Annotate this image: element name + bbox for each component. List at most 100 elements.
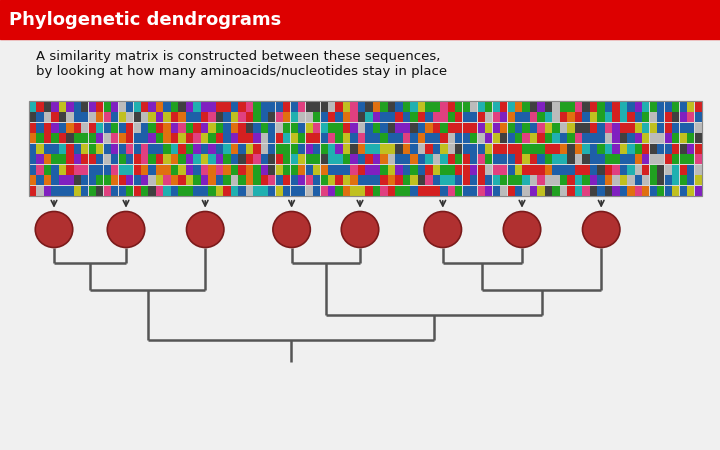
Bar xyxy=(119,112,126,122)
Bar xyxy=(492,112,500,122)
Bar xyxy=(171,112,179,122)
Bar xyxy=(223,144,230,154)
Bar xyxy=(201,186,208,196)
Bar xyxy=(388,154,395,164)
Bar xyxy=(163,186,171,196)
Bar xyxy=(657,175,665,185)
Bar xyxy=(680,123,687,133)
Bar xyxy=(223,154,230,164)
Bar xyxy=(612,144,620,154)
Bar xyxy=(455,144,462,154)
Bar xyxy=(373,102,380,112)
Bar xyxy=(388,102,395,112)
Bar xyxy=(51,102,58,112)
Bar xyxy=(336,154,343,164)
Bar xyxy=(440,154,448,164)
Bar xyxy=(298,123,305,133)
Bar xyxy=(695,102,702,112)
Bar xyxy=(463,123,470,133)
Bar xyxy=(298,186,305,196)
Bar xyxy=(649,165,657,175)
Bar xyxy=(508,154,515,164)
Bar xyxy=(216,154,223,164)
Bar xyxy=(291,123,298,133)
Bar xyxy=(627,112,634,122)
Bar xyxy=(433,186,440,196)
Bar xyxy=(66,133,73,143)
Bar xyxy=(246,175,253,185)
Bar xyxy=(373,112,380,122)
Bar xyxy=(395,154,402,164)
Bar xyxy=(51,112,58,122)
Bar xyxy=(440,175,448,185)
Bar xyxy=(463,102,470,112)
Bar xyxy=(320,133,328,143)
Bar xyxy=(111,186,118,196)
Bar xyxy=(126,144,133,154)
Bar xyxy=(455,133,462,143)
Bar xyxy=(380,112,387,122)
Bar xyxy=(395,165,402,175)
Bar xyxy=(590,133,597,143)
Bar xyxy=(141,133,148,143)
Bar xyxy=(320,165,328,175)
Bar xyxy=(470,186,477,196)
Bar xyxy=(81,102,89,112)
Bar xyxy=(253,102,261,112)
Bar xyxy=(365,144,373,154)
Bar xyxy=(402,112,410,122)
Bar xyxy=(500,133,508,143)
Bar xyxy=(598,144,605,154)
Bar xyxy=(500,102,508,112)
Bar xyxy=(665,144,672,154)
Bar xyxy=(230,154,238,164)
Bar xyxy=(73,144,81,154)
Bar xyxy=(672,112,680,122)
Bar xyxy=(426,123,433,133)
Bar xyxy=(171,102,179,112)
Bar xyxy=(141,112,148,122)
Bar xyxy=(642,165,649,175)
Bar xyxy=(567,175,575,185)
Bar xyxy=(104,112,111,122)
Bar xyxy=(313,123,320,133)
Bar xyxy=(81,186,89,196)
Bar xyxy=(126,123,133,133)
Bar xyxy=(575,102,582,112)
Bar xyxy=(171,123,179,133)
Bar xyxy=(96,133,104,143)
Bar xyxy=(627,154,634,164)
Bar xyxy=(351,186,358,196)
Bar xyxy=(567,144,575,154)
Bar xyxy=(365,175,373,185)
Bar xyxy=(426,133,433,143)
Bar xyxy=(96,165,104,175)
Bar xyxy=(455,165,462,175)
Bar xyxy=(223,102,230,112)
Bar xyxy=(665,165,672,175)
Bar xyxy=(328,123,336,133)
Bar xyxy=(66,102,73,112)
Bar xyxy=(216,186,223,196)
Bar xyxy=(238,112,246,122)
Bar xyxy=(343,186,351,196)
Bar xyxy=(373,123,380,133)
Bar xyxy=(426,144,433,154)
Bar xyxy=(141,102,148,112)
Bar xyxy=(672,144,680,154)
Bar xyxy=(328,175,336,185)
Bar xyxy=(89,186,96,196)
Bar xyxy=(373,154,380,164)
Bar xyxy=(133,144,141,154)
Bar xyxy=(156,165,163,175)
Bar xyxy=(530,154,537,164)
Bar xyxy=(657,144,665,154)
Bar xyxy=(590,123,597,133)
Bar xyxy=(320,123,328,133)
Bar xyxy=(523,144,530,154)
Bar xyxy=(246,186,253,196)
Bar xyxy=(380,123,387,133)
Bar xyxy=(59,112,66,122)
Bar xyxy=(133,186,141,196)
Bar xyxy=(291,144,298,154)
